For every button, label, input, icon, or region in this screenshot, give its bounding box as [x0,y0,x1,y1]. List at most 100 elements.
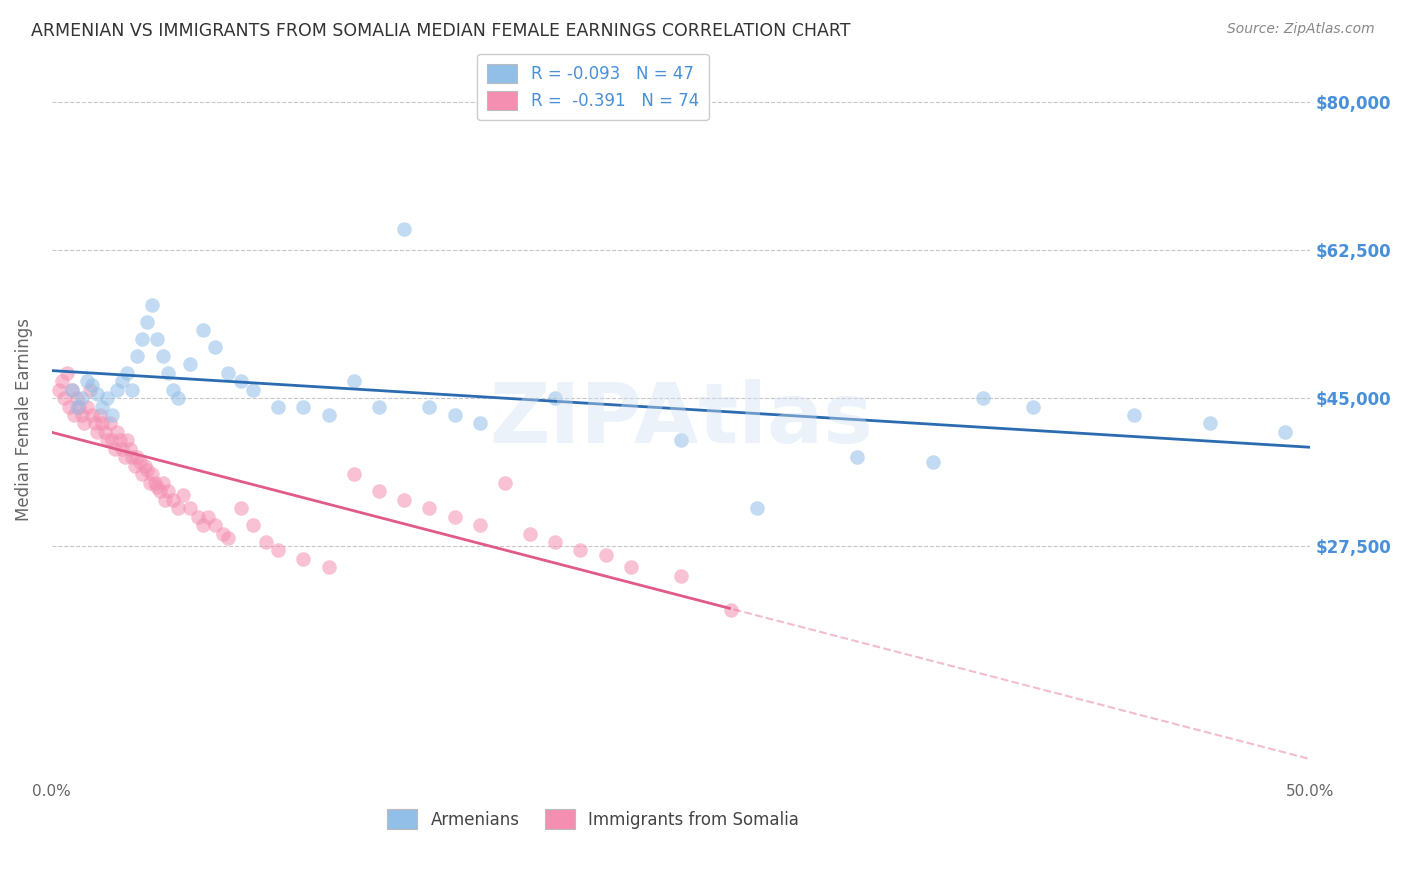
Point [1274,425,1296,439]
Point [111,442,134,456]
Point [1198,417,1220,431]
Point [121,383,143,397]
Point [669,569,692,583]
Point [418,501,440,516]
Point [162,383,184,397]
Point [105,425,128,439]
Point [83,417,105,431]
Point [267,400,290,414]
Point [136,315,159,329]
Point [204,518,226,533]
Point [118,442,141,456]
Point [143,475,166,490]
Y-axis label: Median Female Earnings: Median Female Earnings [15,318,32,521]
Point [53,391,76,405]
Point [217,366,239,380]
Point [197,509,219,524]
Point [69,400,91,414]
Point [141,467,163,482]
Point [318,560,340,574]
Point [96,434,118,448]
Point [242,383,264,397]
Point [96,391,118,405]
Point [242,518,264,533]
Point [162,492,184,507]
Point [86,425,108,439]
Point [443,408,465,422]
Point [141,298,163,312]
Point [91,417,114,431]
Point [80,378,103,392]
Point [91,400,114,414]
Point [595,548,617,562]
Point [343,374,366,388]
Point [101,434,124,448]
Point [66,391,89,405]
Point [114,450,136,465]
Point [117,366,139,380]
Point [745,501,768,516]
Text: Source: ZipAtlas.com: Source: ZipAtlas.com [1227,22,1375,37]
Point [1022,400,1045,414]
Point [60,383,83,397]
Point [212,526,235,541]
Point [139,475,162,490]
Point [217,531,239,545]
Point [101,408,124,422]
Point [921,454,943,468]
Point [267,543,290,558]
Point [80,408,103,422]
Point [51,374,73,388]
Point [136,463,159,477]
Point [63,408,86,422]
Point [172,488,194,502]
Point [720,602,742,616]
Point [105,383,128,397]
Point [1123,408,1146,422]
Point [156,484,179,499]
Point [418,400,440,414]
Point [191,518,214,533]
Point [128,454,150,468]
Point [73,417,96,431]
Point [76,400,98,414]
Point [343,467,366,482]
Point [70,391,93,405]
Point [392,492,415,507]
Point [166,501,188,516]
Point [519,526,541,541]
Point [111,374,134,388]
Point [149,484,172,499]
Point [204,340,226,354]
Point [131,467,153,482]
Point [79,383,101,397]
Point [131,332,153,346]
Text: ZIPAtlas: ZIPAtlas [489,379,873,459]
Point [318,408,340,422]
Point [292,552,315,566]
Legend: Armenians, Immigrants from Somalia: Armenians, Immigrants from Somalia [381,803,806,835]
Point [368,400,391,414]
Point [60,383,83,397]
Point [66,400,89,414]
Point [392,222,415,236]
Point [48,383,70,397]
Point [58,400,80,414]
Point [93,425,115,439]
Point [846,450,869,465]
Point [134,458,156,473]
Point [368,484,391,499]
Point [494,475,516,490]
Point [86,387,108,401]
Text: ARMENIAN VS IMMIGRANTS FROM SOMALIA MEDIAN FEMALE EARNINGS CORRELATION CHART: ARMENIAN VS IMMIGRANTS FROM SOMALIA MEDI… [31,22,851,40]
Point [972,391,994,405]
Point [179,501,201,516]
Point [127,349,149,363]
Point [569,543,592,558]
Point [620,560,643,574]
Point [70,408,93,422]
Point [179,357,201,371]
Point [544,391,567,405]
Point [229,374,252,388]
Point [127,450,149,465]
